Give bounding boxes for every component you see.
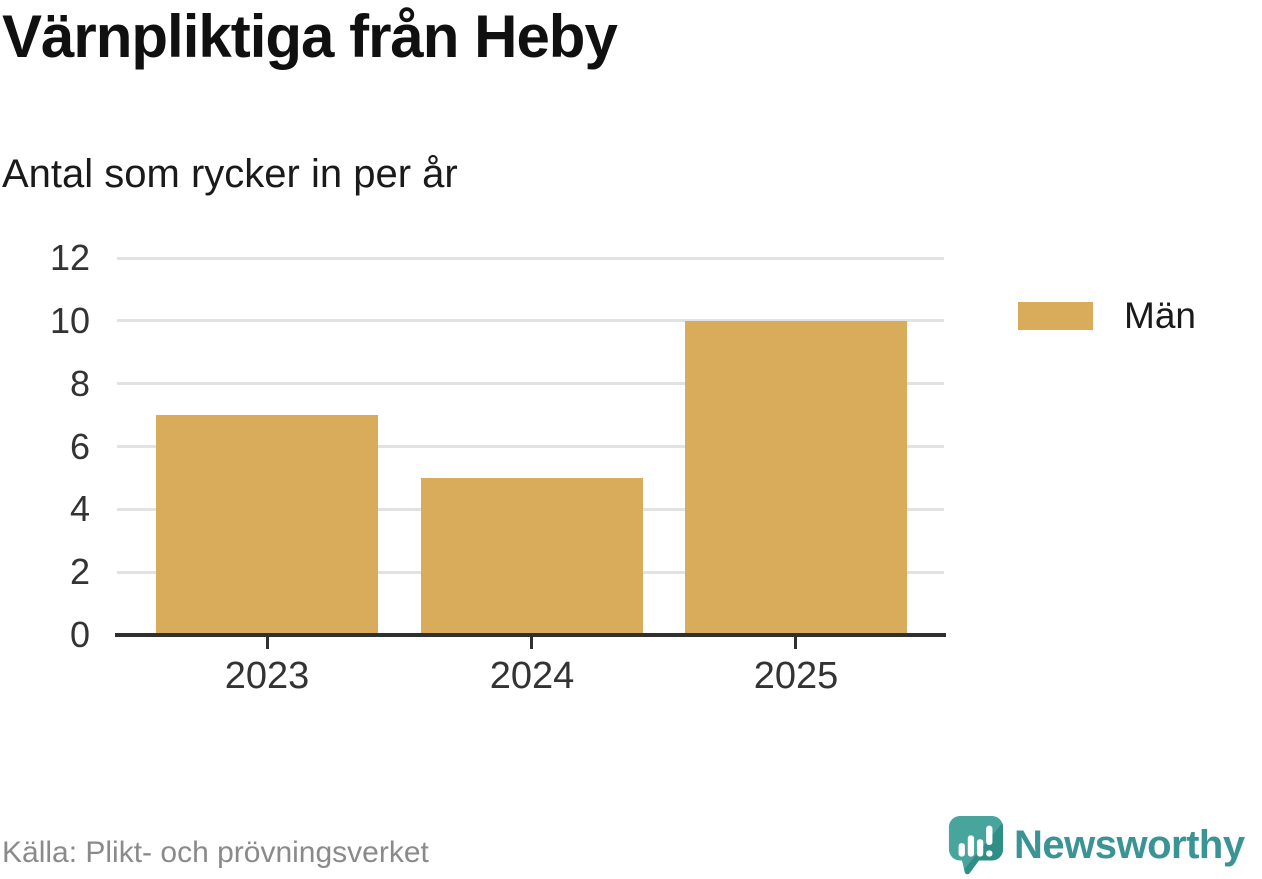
y-axis-tick-label: 6 (69, 426, 90, 467)
x-axis-tick-label: 2023 (224, 655, 310, 697)
logo-bar-1 (958, 843, 965, 857)
bar-2023 (156, 415, 378, 635)
gridline-8 (117, 382, 944, 385)
x-axis-tick (794, 637, 797, 649)
y-axis-tick-label: 4 (69, 488, 90, 529)
bar-2024 (421, 478, 643, 635)
y-axis-tick-label: 8 (69, 363, 90, 404)
source-attribution: Källa: Plikt- och prövningsverket (2, 836, 429, 869)
y-axis-tick-label: 0 (69, 614, 90, 655)
gridline-6 (117, 445, 944, 448)
x-axis-tick (530, 637, 533, 649)
chart-subtitle: Antal som rycker in per år (2, 152, 458, 196)
newsworthy-logo-icon (948, 816, 1004, 875)
x-axis-line (115, 633, 946, 637)
logo-exclamation-bar (986, 825, 993, 845)
newsworthy-logo: Newsworthy (947, 813, 1245, 877)
logo-bar-2 (967, 835, 975, 857)
y-axis-tick-label: 12 (49, 237, 90, 278)
x-axis-tick-label: 2025 (753, 655, 839, 697)
newsworthy-logo-text: Newsworthy (1014, 822, 1245, 867)
x-axis-tick-label: 2024 (489, 655, 575, 697)
logo-exclamation-dot (986, 850, 993, 857)
logo-bar-3 (976, 839, 984, 857)
gridline-10 (117, 319, 944, 322)
bar-2025 (685, 321, 907, 635)
y-axis-tick-label: 10 (49, 300, 90, 341)
y-axis-tick-label: 2 (69, 551, 90, 592)
chart-title: Värnpliktiga från Heby (2, 3, 618, 70)
gridline-12 (117, 257, 944, 260)
x-axis-tick (266, 637, 269, 649)
